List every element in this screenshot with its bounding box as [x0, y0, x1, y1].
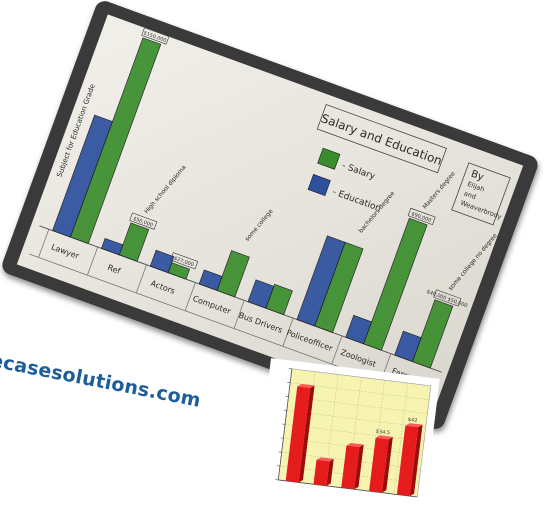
value-tag-box — [407, 207, 436, 225]
thumb-value-tag: $42 — [407, 417, 417, 424]
bar-annotation: some college no degree — [447, 232, 499, 292]
category-divider — [233, 300, 245, 329]
thumb-bar-side — [298, 385, 315, 483]
value-tag-box — [141, 27, 170, 45]
legend-label-salary: - Salary — [340, 161, 376, 182]
thumb-gridline — [393, 382, 408, 495]
chart-paper: $150,000 Lawyer $50,000 High school diploma… — [16, 14, 524, 416]
photo-frame: $150,000 Lawyer $50,000 High school diploma… — [0, 0, 541, 432]
bar-education-actors — [149, 249, 175, 274]
thumb-bar — [313, 459, 330, 486]
value-tag-box — [129, 212, 158, 230]
thumb-bar — [285, 386, 311, 483]
thumb-bar-top — [346, 442, 364, 448]
thumb-y-axis — [277, 368, 293, 480]
category-label-actors: Actors — [149, 279, 176, 296]
category-label-ref: Ref — [106, 263, 121, 276]
title-box — [316, 104, 447, 174]
thumb-gridline — [285, 424, 425, 442]
bar-annotation: High school diploma — [143, 164, 188, 215]
legend-swatch-salary — [317, 147, 341, 170]
watermark: thecasesolutions.com — [0, 345, 203, 412]
author-text: and — [463, 189, 477, 201]
category-label-computer: Computer — [191, 294, 232, 316]
main-bars — [29, 37, 454, 401]
thumb-bar — [341, 445, 360, 490]
category-divider — [184, 282, 196, 311]
thumbnail-chart: $34,5 $42 — [254, 358, 440, 516]
author-box — [451, 162, 511, 226]
category-label-zoologist: Zoologist — [339, 348, 377, 369]
legend-label-education: - Education — [331, 187, 382, 214]
thumb-bar-top — [297, 383, 315, 388]
chart-photo: $150,000 Lawyer $50,000 High school diploma… — [0, 0, 541, 432]
bar-education-lawyer — [52, 114, 113, 238]
bar-education-policeofficer — [296, 235, 346, 327]
thumb-gridline — [290, 382, 430, 400]
author-text: Weaverbrody — [459, 199, 502, 221]
author-text: By — [469, 169, 485, 184]
bar-salary-computer — [216, 250, 250, 298]
bar-salary-farmers — [412, 299, 454, 369]
category-label-lawyer: Lawyer — [50, 242, 81, 261]
value-tag-box — [433, 289, 462, 307]
thumbnail-chart-svg: $34,5 $42 — [275, 368, 432, 498]
value-tag-box — [170, 252, 199, 270]
bar-education-bus-drivers — [247, 279, 275, 309]
category-divider — [135, 264, 147, 294]
category-divider — [282, 317, 294, 347]
bar-salary-zoologist — [363, 217, 428, 351]
thumb-bar-side — [326, 458, 334, 486]
thumb-bar-side — [409, 424, 423, 497]
thumb-bar — [396, 425, 419, 497]
category-divider — [38, 229, 50, 258]
legend-swatch-education — [307, 174, 331, 197]
thumb-bar-top — [316, 457, 334, 462]
thumb-bar-side — [381, 436, 393, 493]
bar-annotation: some college — [244, 208, 275, 243]
category-label-bus-drivers: Bus Drivers — [237, 311, 283, 335]
thumb-bar-top — [375, 435, 393, 440]
bar-annotation: Masters degree — [422, 170, 457, 210]
bar-education-zoologist — [345, 314, 373, 345]
thumb-bar-top — [405, 423, 423, 428]
bar-education-computer — [198, 269, 223, 291]
category-divider — [331, 335, 343, 365]
thumb-bar — [369, 437, 389, 493]
bar-salary-ref — [118, 222, 150, 262]
bar-education-ref — [100, 237, 124, 256]
category-divider — [87, 246, 99, 276]
thumb-bar-side — [354, 444, 364, 490]
thumb-value-tag: $34,5 — [375, 429, 390, 437]
bar-education-farmers — [394, 330, 422, 363]
